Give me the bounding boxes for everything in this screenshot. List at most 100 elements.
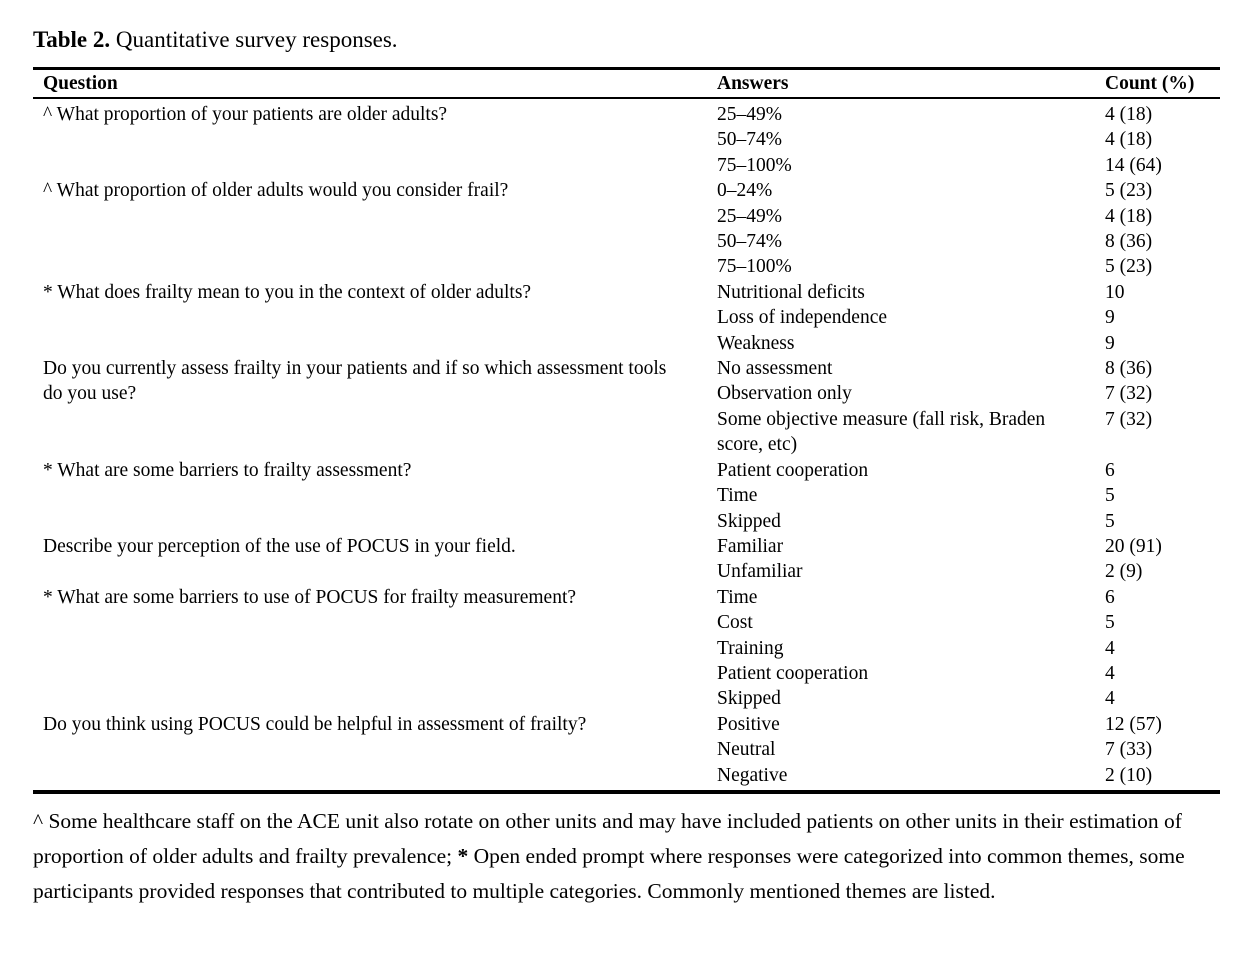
count-cell: 8 (36): [1105, 231, 1153, 253]
count-cell: 9: [1105, 307, 1115, 329]
table-row-group: ^ What proportion of your patients are o…: [33, 102, 1220, 178]
count-cell: 6: [1105, 586, 1115, 608]
count-cell: 4 (18): [1105, 205, 1153, 227]
count-cell: 6: [1105, 459, 1115, 481]
count-cell: 2 (10): [1105, 764, 1153, 786]
answer-row: Weakness 9: [717, 331, 1220, 356]
answer-cell: Neutral: [717, 739, 776, 761]
count-cell: 7 (33): [1105, 739, 1153, 761]
count-cell: 7 (32): [1105, 408, 1153, 430]
answer-row: Nutritional deficits 10: [717, 280, 1220, 305]
answer-row: 50–74% 4 (18): [717, 127, 1220, 152]
question-cell: * What are some barriers to use of POCUS…: [43, 586, 577, 608]
count-cell: 4 (18): [1105, 129, 1153, 151]
count-cell: 2 (9): [1105, 561, 1143, 583]
answer-cell: Negative: [717, 764, 788, 786]
answer-row: Positive 12 (57): [717, 712, 1220, 737]
survey-table: Question Answers Count (%) ^ What propor…: [33, 67, 1220, 794]
answers-list: No assessment 8 (36) Observation only 7 (32…: [717, 356, 1220, 458]
table-caption-text: Quantitative survey responses.: [110, 27, 398, 52]
question-cell: Do you think using POCUS could be helpfu…: [43, 713, 587, 735]
answer-row: Patient cooperation 4: [717, 661, 1220, 686]
answer-cell: Loss of independence: [717, 307, 888, 329]
answer-row: 25–49% 4 (18): [717, 204, 1220, 229]
count-cell: 20 (91): [1105, 535, 1162, 557]
table-header-row: Question Answers Count (%): [33, 70, 1220, 99]
answer-row: Training 4: [717, 636, 1220, 661]
count-cell: 5 (23): [1105, 256, 1153, 278]
answer-cell: 0–24%: [717, 180, 773, 202]
answer-cell: Time: [717, 586, 758, 608]
answer-cell: Familiar: [717, 535, 784, 557]
table-row-group: Do you think using POCUS could be helpfu…: [33, 712, 1220, 788]
table-row-group: * What does frailty mean to you in the c…: [33, 280, 1220, 356]
answer-row: 75–100% 5 (23): [717, 254, 1220, 279]
table-footnote: ^ Some healthcare staff on the ACE unit …: [33, 804, 1198, 909]
column-header-answers: Answers: [717, 72, 789, 94]
answer-row: Skipped 5: [717, 509, 1220, 534]
count-cell: 4 (18): [1105, 104, 1153, 125]
question-cell: Describe your perception of the use of P…: [43, 535, 516, 557]
question-cell: Do you currently assess frailty in your …: [43, 358, 667, 405]
answer-cell: Positive: [717, 713, 780, 735]
table-body: ^ What proportion of your patients are o…: [33, 99, 1220, 790]
answer-cell: 50–74%: [717, 129, 782, 151]
answer-cell: Training: [717, 637, 784, 659]
answer-cell: Time: [717, 485, 758, 507]
count-cell: 12 (57): [1105, 713, 1162, 735]
count-cell: 8 (36): [1105, 358, 1153, 380]
answer-row: 0–24% 5 (23): [717, 178, 1220, 203]
count-cell: 4: [1105, 688, 1115, 710]
question-cell: * What are some barriers to frailty asse…: [43, 459, 412, 481]
answer-row: Negative 2 (10): [717, 763, 1220, 788]
answer-row: Neutral 7 (33): [717, 737, 1220, 762]
answer-cell: No assessment: [717, 358, 833, 380]
answer-cell: 25–49%: [717, 205, 782, 227]
answers-list: Familiar 20 (91) Unfamiliar 2 (9): [717, 534, 1220, 585]
answer-cell: Some objective measure (fall risk, Brade…: [717, 408, 1046, 456]
answer-row: Familiar 20 (91): [717, 534, 1220, 559]
answer-cell: Nutritional deficits: [717, 281, 865, 303]
answer-cell: Skipped: [717, 510, 781, 532]
count-cell: 5 (23): [1105, 180, 1153, 202]
count-cell: 14 (64): [1105, 154, 1162, 176]
answer-row: Time 5: [717, 483, 1220, 508]
column-header-count: Count (%): [1105, 72, 1195, 94]
question-cell: ^ What proportion of older adults would …: [43, 180, 509, 202]
count-cell: 5: [1105, 485, 1115, 507]
answer-row: Cost 5: [717, 610, 1220, 635]
answer-cell: 75–100%: [717, 154, 792, 176]
answer-row: Unfamiliar 2 (9): [717, 559, 1220, 584]
answers-list: Patient cooperation 6 Time 5 Skipped 5: [717, 458, 1220, 534]
answer-cell: Patient cooperation: [717, 662, 869, 684]
count-cell: 5: [1105, 510, 1115, 532]
table-row-group: ^ What proportion of older adults would …: [33, 178, 1220, 280]
count-cell: 4: [1105, 662, 1115, 684]
answer-row: Some objective measure (fall risk, Brade…: [717, 407, 1220, 458]
answer-cell: 25–49%: [717, 104, 782, 125]
count-cell: 5: [1105, 612, 1115, 634]
answers-list: 25–49% 4 (18) 50–74% 4 (18) 75–100% 14 (64): [717, 102, 1220, 178]
answers-list: Nutritional deficits 10 Loss of independen…: [717, 280, 1220, 356]
answer-cell: Unfamiliar: [717, 561, 803, 583]
count-cell: 9: [1105, 332, 1115, 354]
answer-row: Patient cooperation 6: [717, 458, 1220, 483]
table-caption: Table 2. Quantitative survey responses.: [33, 26, 1220, 54]
answer-cell: Weakness: [717, 332, 795, 354]
footnote-asterisk: *: [457, 843, 469, 868]
answers-list: 0–24% 5 (23) 25–49% 4 (18) 50–74% 8 (36) 75–10…: [717, 178, 1220, 280]
count-cell: 7 (32): [1105, 383, 1153, 405]
answers-list: Time 6 Cost 5 Training 4 Patient cooperation 4 S…: [717, 585, 1220, 712]
footnote-text-part1: ^ Some healthcare staff on the ACE unit …: [33, 808, 1182, 868]
table-row-group: * What are some barriers to frailty asse…: [33, 458, 1220, 534]
count-cell: 4: [1105, 637, 1115, 659]
answer-cell: 50–74%: [717, 231, 782, 253]
answer-row: Observation only 7 (32): [717, 381, 1220, 406]
table-row-group: * What are some barriers to use of POCUS…: [33, 585, 1220, 712]
table-row-group: Do you currently assess frailty in your …: [33, 356, 1220, 458]
answer-row: 75–100% 14 (64): [717, 153, 1220, 178]
column-header-question: Question: [43, 72, 118, 94]
answer-row: Time 6: [717, 585, 1220, 610]
count-cell: 10: [1105, 281, 1125, 303]
answer-cell: Observation only: [717, 383, 852, 405]
